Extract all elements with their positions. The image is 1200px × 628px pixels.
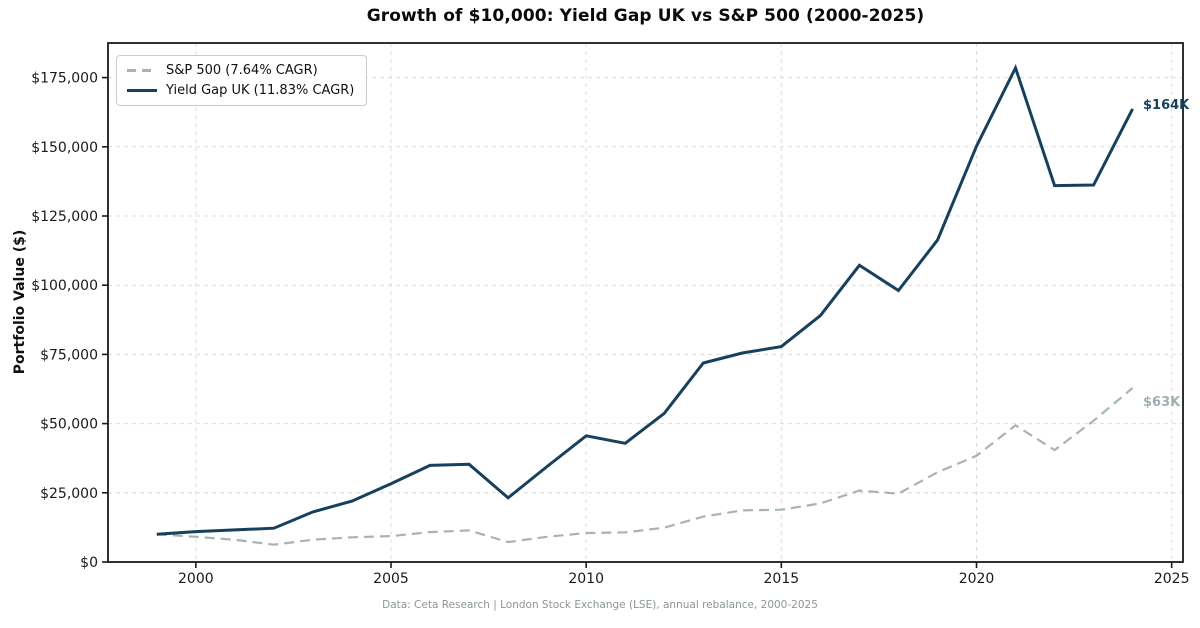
x-tick-label: 2015 bbox=[764, 571, 800, 587]
legend-label-sp500: S&P 500 (7.64% CAGR) bbox=[166, 63, 318, 78]
y-tick-label: $75,000 bbox=[40, 347, 98, 363]
legend-item-yieldgap: Yield Gap UK (11.83% CAGR) bbox=[127, 83, 354, 98]
yieldgap-line bbox=[156, 63, 1134, 536]
y-tick-label: $125,000 bbox=[31, 209, 98, 225]
y-tick-label: $0 bbox=[80, 555, 98, 571]
y-axis-label: Portfolio Value ($) bbox=[12, 229, 28, 375]
x-tick-label: 2020 bbox=[959, 571, 995, 587]
x-tick-label: 2005 bbox=[373, 571, 409, 587]
y-tick-label: $100,000 bbox=[31, 278, 98, 294]
x-tick-label: 2000 bbox=[178, 571, 214, 587]
legend: S&P 500 (7.64% CAGR) Yield Gap UK (11.83… bbox=[116, 55, 368, 106]
y-tick-label: $175,000 bbox=[31, 71, 98, 87]
y-tick-label: $150,000 bbox=[31, 140, 98, 156]
legend-item-sp500: S&P 500 (7.64% CAGR) bbox=[127, 63, 354, 78]
chart-title: Growth of $10,000: Yield Gap UK vs S&P 5… bbox=[366, 6, 925, 26]
x-tick-label: 2010 bbox=[568, 571, 604, 587]
yieldgap-solid-line-swatch bbox=[127, 89, 157, 92]
sp500-dashed-line-swatch bbox=[127, 69, 157, 72]
legend-label-yieldgap: Yield Gap UK (11.83% CAGR) bbox=[166, 83, 355, 98]
sp500-final-value-label: $63K bbox=[1143, 395, 1181, 410]
yieldgap-final-value-label: $164K bbox=[1143, 98, 1190, 113]
y-tick-label: $50,000 bbox=[40, 417, 98, 433]
x-tick-label: 2025 bbox=[1154, 571, 1190, 587]
sp500-line bbox=[156, 387, 1134, 546]
plot-border bbox=[107, 42, 1184, 563]
y-tick-label: $25,000 bbox=[40, 486, 98, 502]
data-source-note: Data: Ceta Research | London Stock Excha… bbox=[382, 599, 818, 611]
